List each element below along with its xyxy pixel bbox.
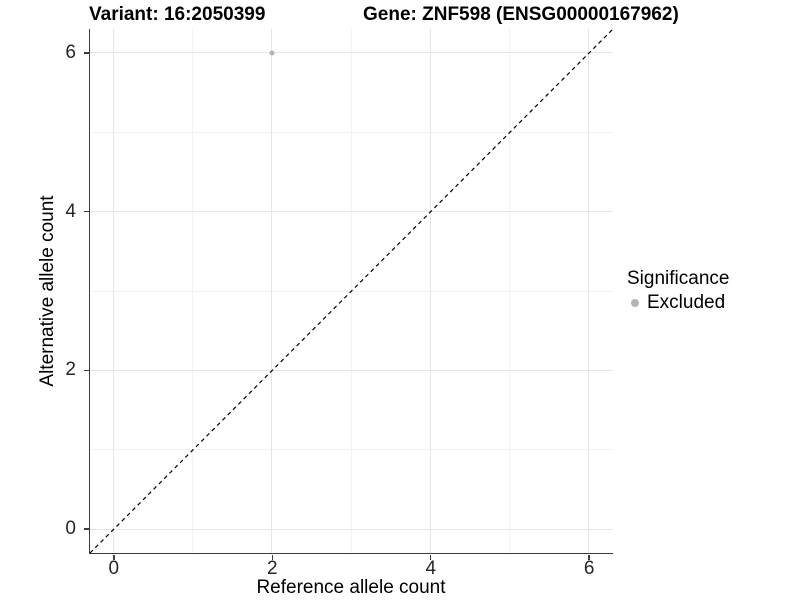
x-tick-mark bbox=[113, 554, 115, 560]
plot-title-variant: Variant: 16:2050399 bbox=[89, 4, 266, 25]
y-tick-label: 2 bbox=[65, 359, 76, 381]
y-tick-mark bbox=[83, 369, 89, 372]
legend-key-point-icon bbox=[631, 299, 639, 307]
plot-title-gene: Gene: ZNF598 (ENSG00000167962) bbox=[363, 4, 679, 25]
y-tick-label: 0 bbox=[65, 518, 76, 540]
gridline-x-major bbox=[112, 29, 114, 553]
legend-item-label: Excluded bbox=[647, 292, 726, 313]
x-tick-label: 0 bbox=[108, 558, 120, 579]
gridline-y-major bbox=[89, 211, 613, 213]
plot-panel bbox=[88, 28, 613, 554]
gridline-x-major bbox=[271, 29, 273, 553]
gridline-y-major bbox=[89, 52, 613, 54]
y-tick-label: 6 bbox=[65, 41, 76, 63]
gridline-y-major bbox=[89, 528, 613, 530]
x-tick-label: 4 bbox=[425, 558, 437, 579]
gridline-y-minor bbox=[89, 131, 613, 133]
gridline-y-major bbox=[89, 369, 613, 371]
y-tick-mark bbox=[83, 52, 89, 54]
y-tick-label: 4 bbox=[65, 200, 76, 222]
y-tick-mark bbox=[83, 210, 89, 213]
legend: Significance Excluded bbox=[627, 268, 729, 314]
x-tick-mark bbox=[429, 554, 432, 560]
legend-title: Significance bbox=[627, 268, 730, 289]
y-axis-title: Alternative allele count bbox=[37, 195, 58, 387]
x-tick-mark bbox=[588, 554, 590, 560]
gridline-x-major bbox=[429, 29, 431, 553]
x-tick-label: 2 bbox=[266, 558, 278, 579]
gridline-y-minor bbox=[89, 449, 613, 451]
x-tick-mark bbox=[271, 554, 273, 560]
data-point bbox=[269, 50, 275, 56]
legend-item-excluded: Excluded bbox=[627, 292, 729, 314]
identity-line bbox=[89, 28, 613, 554]
x-tick-label: 6 bbox=[583, 558, 595, 579]
y-tick-mark bbox=[83, 528, 89, 530]
gridline-x-major bbox=[588, 29, 590, 553]
x-axis-title: Reference allele count bbox=[256, 577, 446, 598]
